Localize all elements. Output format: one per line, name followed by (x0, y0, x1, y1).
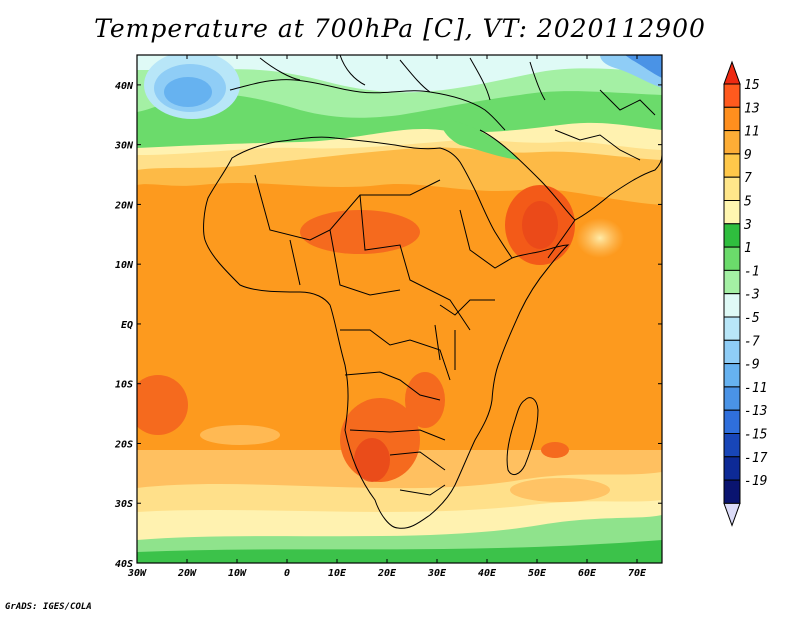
lon-tick-label: 60E (578, 568, 597, 579)
colorbar-box (723, 339, 741, 365)
colorbar-box (723, 176, 741, 201)
colorbar-labels: 15 13 11 9 7 5 3 1 -1 -3 -5 -7 -9 -11 -13 -15 -17 -19 (743, 78, 768, 489)
lon-tick-label: 0 (284, 568, 290, 579)
colorbar-label: -19 (744, 474, 767, 489)
colorbar-box (723, 409, 741, 435)
colorbar-label: 5 (744, 195, 752, 210)
map-title: Temperature at 700hPa [C], VT: 202011290… (94, 14, 706, 43)
temperature-field (137, 55, 662, 563)
colorbar-box (723, 130, 741, 155)
colorbar (723, 60, 741, 527)
credit-text: GrADS: IGES/COLA (5, 602, 92, 612)
colorbar-label: -3 (744, 288, 760, 303)
colorbar-box (723, 316, 741, 341)
colorbar-label: 9 (744, 148, 752, 163)
lon-tick-label: 70E (628, 568, 647, 579)
colorbar-box (723, 106, 741, 132)
lat-tick-label: 20N (114, 200, 134, 211)
colorbar-label: -11 (744, 381, 767, 396)
lon-tick-label: 30W (127, 568, 147, 579)
colorbar-label: -5 (744, 311, 760, 326)
map-frame (136, 54, 663, 564)
colorbar-label: 7 (744, 171, 752, 186)
latitude-labels: 40N 30N 20N 10N EQ 10S 20S 30S 40S (114, 81, 134, 570)
colorbar-box (723, 363, 741, 388)
colorbar-top-arrow (723, 60, 741, 85)
colorbar-box (723, 269, 741, 295)
colorbar-label: -17 (744, 451, 768, 466)
lat-tick-label: 40S (115, 559, 133, 570)
colorbar-label: -13 (744, 404, 767, 419)
lat-tick-label: 10S (115, 380, 133, 391)
lat-tick-label: 30S (114, 499, 133, 510)
lat-tick-label: EQ (121, 320, 133, 331)
lon-tick-label: 30E (427, 568, 447, 579)
axis-ticks (136, 55, 662, 564)
lon-tick-label: 20E (377, 568, 397, 579)
lon-tick-label: 50E (528, 568, 547, 579)
colorbar-label: 15 (744, 78, 760, 93)
lon-tick-label: 10E (328, 568, 347, 579)
colorbar-label: -9 (744, 358, 760, 373)
coastlines (203, 55, 662, 529)
lat-tick-label: 40N (115, 81, 134, 92)
colorbar-box (723, 200, 741, 225)
lon-tick-label: 10W (228, 568, 247, 579)
colorbar-box (723, 386, 741, 411)
colorbar-box (723, 246, 741, 271)
lat-tick-label: 20S (114, 439, 133, 450)
colorbar-bottom-arrow (723, 502, 741, 527)
colorbar-box (723, 153, 741, 178)
colorbar-box (723, 479, 741, 504)
colorbar-label: -15 (744, 428, 768, 443)
colorbar-box (723, 223, 741, 248)
colorbar-box (723, 83, 741, 108)
colorbar-label: -7 (744, 334, 760, 349)
colorbar-label: 1 (744, 241, 752, 256)
colorbar-label: 11 (744, 125, 760, 140)
lat-tick-label: 10N (115, 260, 134, 271)
colorbar-label: 13 (744, 101, 760, 116)
colorbar-box (723, 456, 741, 481)
lat-tick-label: 30N (114, 141, 134, 152)
longitude-labels: 30W 20W 10W 0 10E 20E 30E 40E 50E 60E 70E (127, 568, 647, 579)
lon-tick-label: 20W (177, 568, 197, 579)
colorbar-box (723, 293, 741, 318)
colorbar-label: -1 (744, 264, 760, 279)
colorbar-label: 3 (743, 218, 752, 233)
colorbar-box (723, 433, 741, 458)
lon-tick-label: 40E (478, 568, 497, 579)
